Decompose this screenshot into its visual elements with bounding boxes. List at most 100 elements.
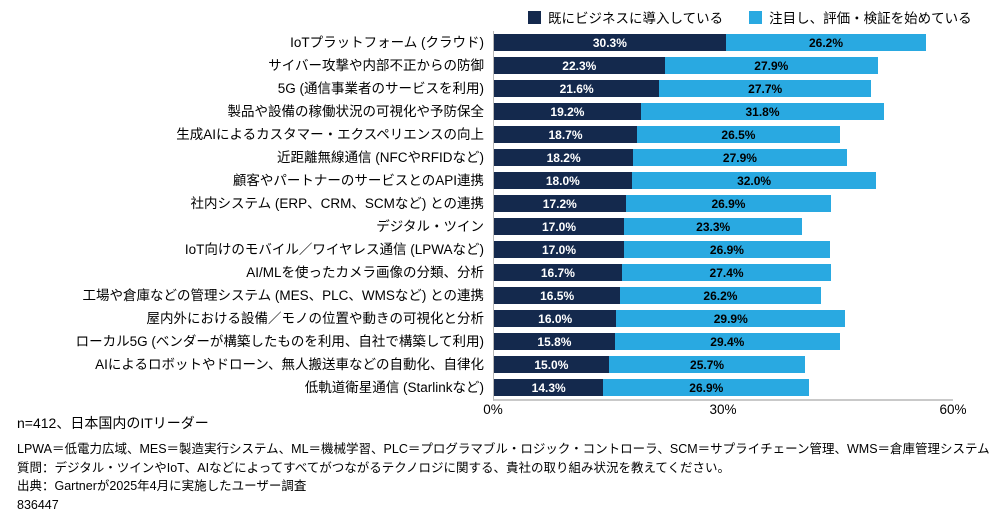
category-label: 社内システム (ERP、CRM、SCMなど) との連携 — [190, 196, 484, 211]
category-label: 顧客やパートナーのサービスとのAPI連携 — [232, 173, 484, 188]
chart-row: 16.5% 26.2% — [494, 284, 953, 307]
chart-row: 15.8% 29.4% — [494, 330, 953, 353]
category-label: 製品や設備の稼働状況の可視化や予防保全 — [227, 104, 485, 119]
bar-segment-evaluating: 31.8% — [640, 103, 885, 120]
bar-segment-adopted: 22.3% — [494, 57, 665, 74]
category-labels-column: IoTプラットフォーム (クラウド) サイバー攻撃や内部不正からの防御 5G (通信… — [0, 31, 493, 401]
bar-segment-adopted: 18.2% — [494, 149, 634, 166]
bar-segment-evaluating: 25.7% — [608, 356, 806, 373]
bar-stack: 22.3% 27.9% — [494, 57, 953, 74]
category-label: AIによるロボットやドローン、無人搬送車などの自動化、自律化 — [95, 357, 484, 372]
bar-segment-adopted: 17.0% — [494, 241, 625, 258]
category-label: 近距離無線通信 (NFCやRFIDなど) — [277, 150, 484, 165]
bar-segment-evaluating: 27.7% — [659, 80, 872, 97]
chart-row: 30.3% 26.2% — [494, 31, 953, 54]
bar-segment-evaluating: 26.2% — [620, 287, 821, 304]
document-id: 836447 — [17, 497, 59, 512]
bar-stack: 17.0% 26.9% — [494, 241, 953, 258]
bar-segment-adopted: 16.5% — [494, 287, 621, 304]
chart-row: 17.0% 26.9% — [494, 238, 953, 261]
category-label: IoTプラットフォーム (クラウド) — [290, 35, 484, 50]
chart-row: 16.7% 27.4% — [494, 261, 953, 284]
chart-row: 16.0% 29.9% — [494, 307, 953, 330]
legend: 既にビジネスに導入している 注目し、評価・検証を始めている — [528, 7, 972, 27]
legend-label-adopted: 既にビジネスに導入している — [548, 11, 724, 26]
bar-stack: 14.3% 26.9% — [494, 379, 953, 396]
bar-stack: 17.0% 23.3% — [494, 218, 953, 235]
bar-segment-adopted: 14.3% — [494, 379, 604, 396]
chart-row: 18.2% 27.9% — [494, 146, 953, 169]
bar-segment-adopted: 21.6% — [494, 80, 660, 97]
footnotes: n=412、日本国内のITリーダー LPWA＝低電力広域、MES＝製造実行システ… — [17, 413, 992, 514]
bar-stack: 18.0% 32.0% — [494, 172, 953, 189]
bar-stack: 19.2% 31.8% — [494, 103, 953, 120]
bar-stack: 16.7% 27.4% — [494, 264, 953, 281]
bar-segment-evaluating: 26.9% — [625, 195, 832, 212]
bar-segment-evaluating: 26.9% — [603, 379, 810, 396]
bars-column: 30.3% 26.2% 22.3% 27.9% 21.6% 27.7% 19.2… — [493, 31, 953, 401]
bar-segment-evaluating: 32.0% — [631, 172, 877, 189]
chart-row: 14.3% 26.9% — [494, 376, 953, 399]
plot-area: IoTプラットフォーム (クラウド) サイバー攻撃や内部不正からの防御 5G (通信… — [0, 31, 953, 401]
legend-swatch-evaluating-icon — [749, 10, 763, 24]
bar-stack: 21.6% 27.7% — [494, 80, 953, 97]
bar-stack: 17.2% 26.9% — [494, 195, 953, 212]
bar-segment-adopted: 15.8% — [494, 333, 615, 350]
x-axis-tick-30: 30% — [709, 402, 737, 417]
legend-item-evaluating: 注目し、評価・検証を始めている — [749, 7, 972, 27]
bar-segment-evaluating: 29.9% — [616, 310, 846, 327]
bar-segment-evaluating: 29.4% — [614, 333, 840, 350]
bar-segment-adopted: 17.0% — [494, 218, 625, 235]
bar-segment-evaluating: 26.2% — [725, 34, 927, 51]
category-label: 低軌道衛星通信 (Starlinkなど) — [304, 380, 484, 395]
abbreviations-note: LPWA＝低電力広域、MES＝製造実行システム、ML＝機械学習、PLC＝プログラ… — [17, 442, 990, 456]
bar-stack: 18.7% 26.5% — [494, 126, 953, 143]
x-axis-tick-0: 0% — [483, 402, 503, 417]
category-label: 生成AIによるカスタマー・エクスペリエンスの向上 — [176, 127, 484, 142]
bar-stack: 16.5% 26.2% — [494, 287, 953, 304]
chart-row: 15.0% 25.7% — [494, 353, 953, 376]
bar-segment-evaluating: 27.4% — [621, 264, 832, 281]
category-label: 工場や倉庫などの管理システム (MES、PLC、WMSなど) との連携 — [82, 288, 484, 303]
bar-segment-adopted: 16.0% — [494, 310, 617, 327]
bar-segment-adopted: 18.7% — [494, 126, 638, 143]
chart-row: 21.6% 27.7% — [494, 77, 953, 100]
bar-segment-adopted: 30.3% — [494, 34, 726, 51]
bar-stack: 18.2% 27.9% — [494, 149, 953, 166]
x-axis: 0% 30% 60% — [483, 402, 966, 420]
chart-row: 17.2% 26.9% — [494, 192, 953, 215]
bar-segment-evaluating: 27.9% — [633, 149, 847, 166]
bar-segment-evaluating: 26.5% — [637, 126, 840, 143]
chart-row: 22.3% 27.9% — [494, 54, 953, 77]
bar-segment-adopted: 15.0% — [494, 356, 609, 373]
chart-row: 19.2% 31.8% — [494, 100, 953, 123]
chart-row: 18.0% 32.0% — [494, 169, 953, 192]
category-label: 5G (通信事業者のサービスを利用) — [277, 81, 484, 96]
category-label: IoT向けのモバイル／ワイヤレス通信 (LPWAなど) — [184, 242, 484, 257]
bar-segment-adopted: 18.0% — [494, 172, 632, 189]
x-axis-tick-60: 60% — [939, 402, 967, 417]
bar-stack: 16.0% 29.9% — [494, 310, 953, 327]
legend-label-evaluating: 注目し、評価・検証を始めている — [769, 11, 972, 26]
chart-row: 18.7% 26.5% — [494, 123, 953, 146]
bar-segment-adopted: 19.2% — [494, 103, 641, 120]
legend-item-adopted: 既にビジネスに導入している — [528, 7, 723, 27]
bar-segment-adopted: 17.2% — [494, 195, 626, 212]
source-note: 出典：Gartnerが2025年4月に実施したユーザー調査 — [17, 479, 307, 493]
category-label: AI/MLを使ったカメラ画像の分類、分析 — [246, 265, 484, 280]
bar-stack: 30.3% 26.2% — [494, 34, 953, 51]
bar-segment-evaluating: 23.3% — [624, 218, 803, 235]
category-label: サイバー攻撃や内部不正からの防御 — [268, 58, 484, 73]
bar-segment-evaluating: 26.9% — [624, 241, 830, 258]
category-label: ローカル5G (ベンダーが構築したものを利用、自社で構築して利用) — [75, 334, 484, 349]
category-label: デジタル・ツイン — [376, 219, 484, 234]
bar-segment-adopted: 16.7% — [494, 264, 622, 281]
bar-stack: 15.0% 25.7% — [494, 356, 953, 373]
bar-stack: 15.8% 29.4% — [494, 333, 953, 350]
chart-row: 17.0% 23.3% — [494, 215, 953, 238]
bar-segment-evaluating: 27.9% — [664, 57, 879, 74]
sample-size-note: n=412、日本国内のITリーダー — [17, 415, 209, 431]
question-note: 質問：デジタル・ツインやIoT、AIなどによってすべてがつながるテクノロジに関す… — [17, 460, 730, 475]
legend-swatch-adopted-icon — [528, 10, 541, 24]
